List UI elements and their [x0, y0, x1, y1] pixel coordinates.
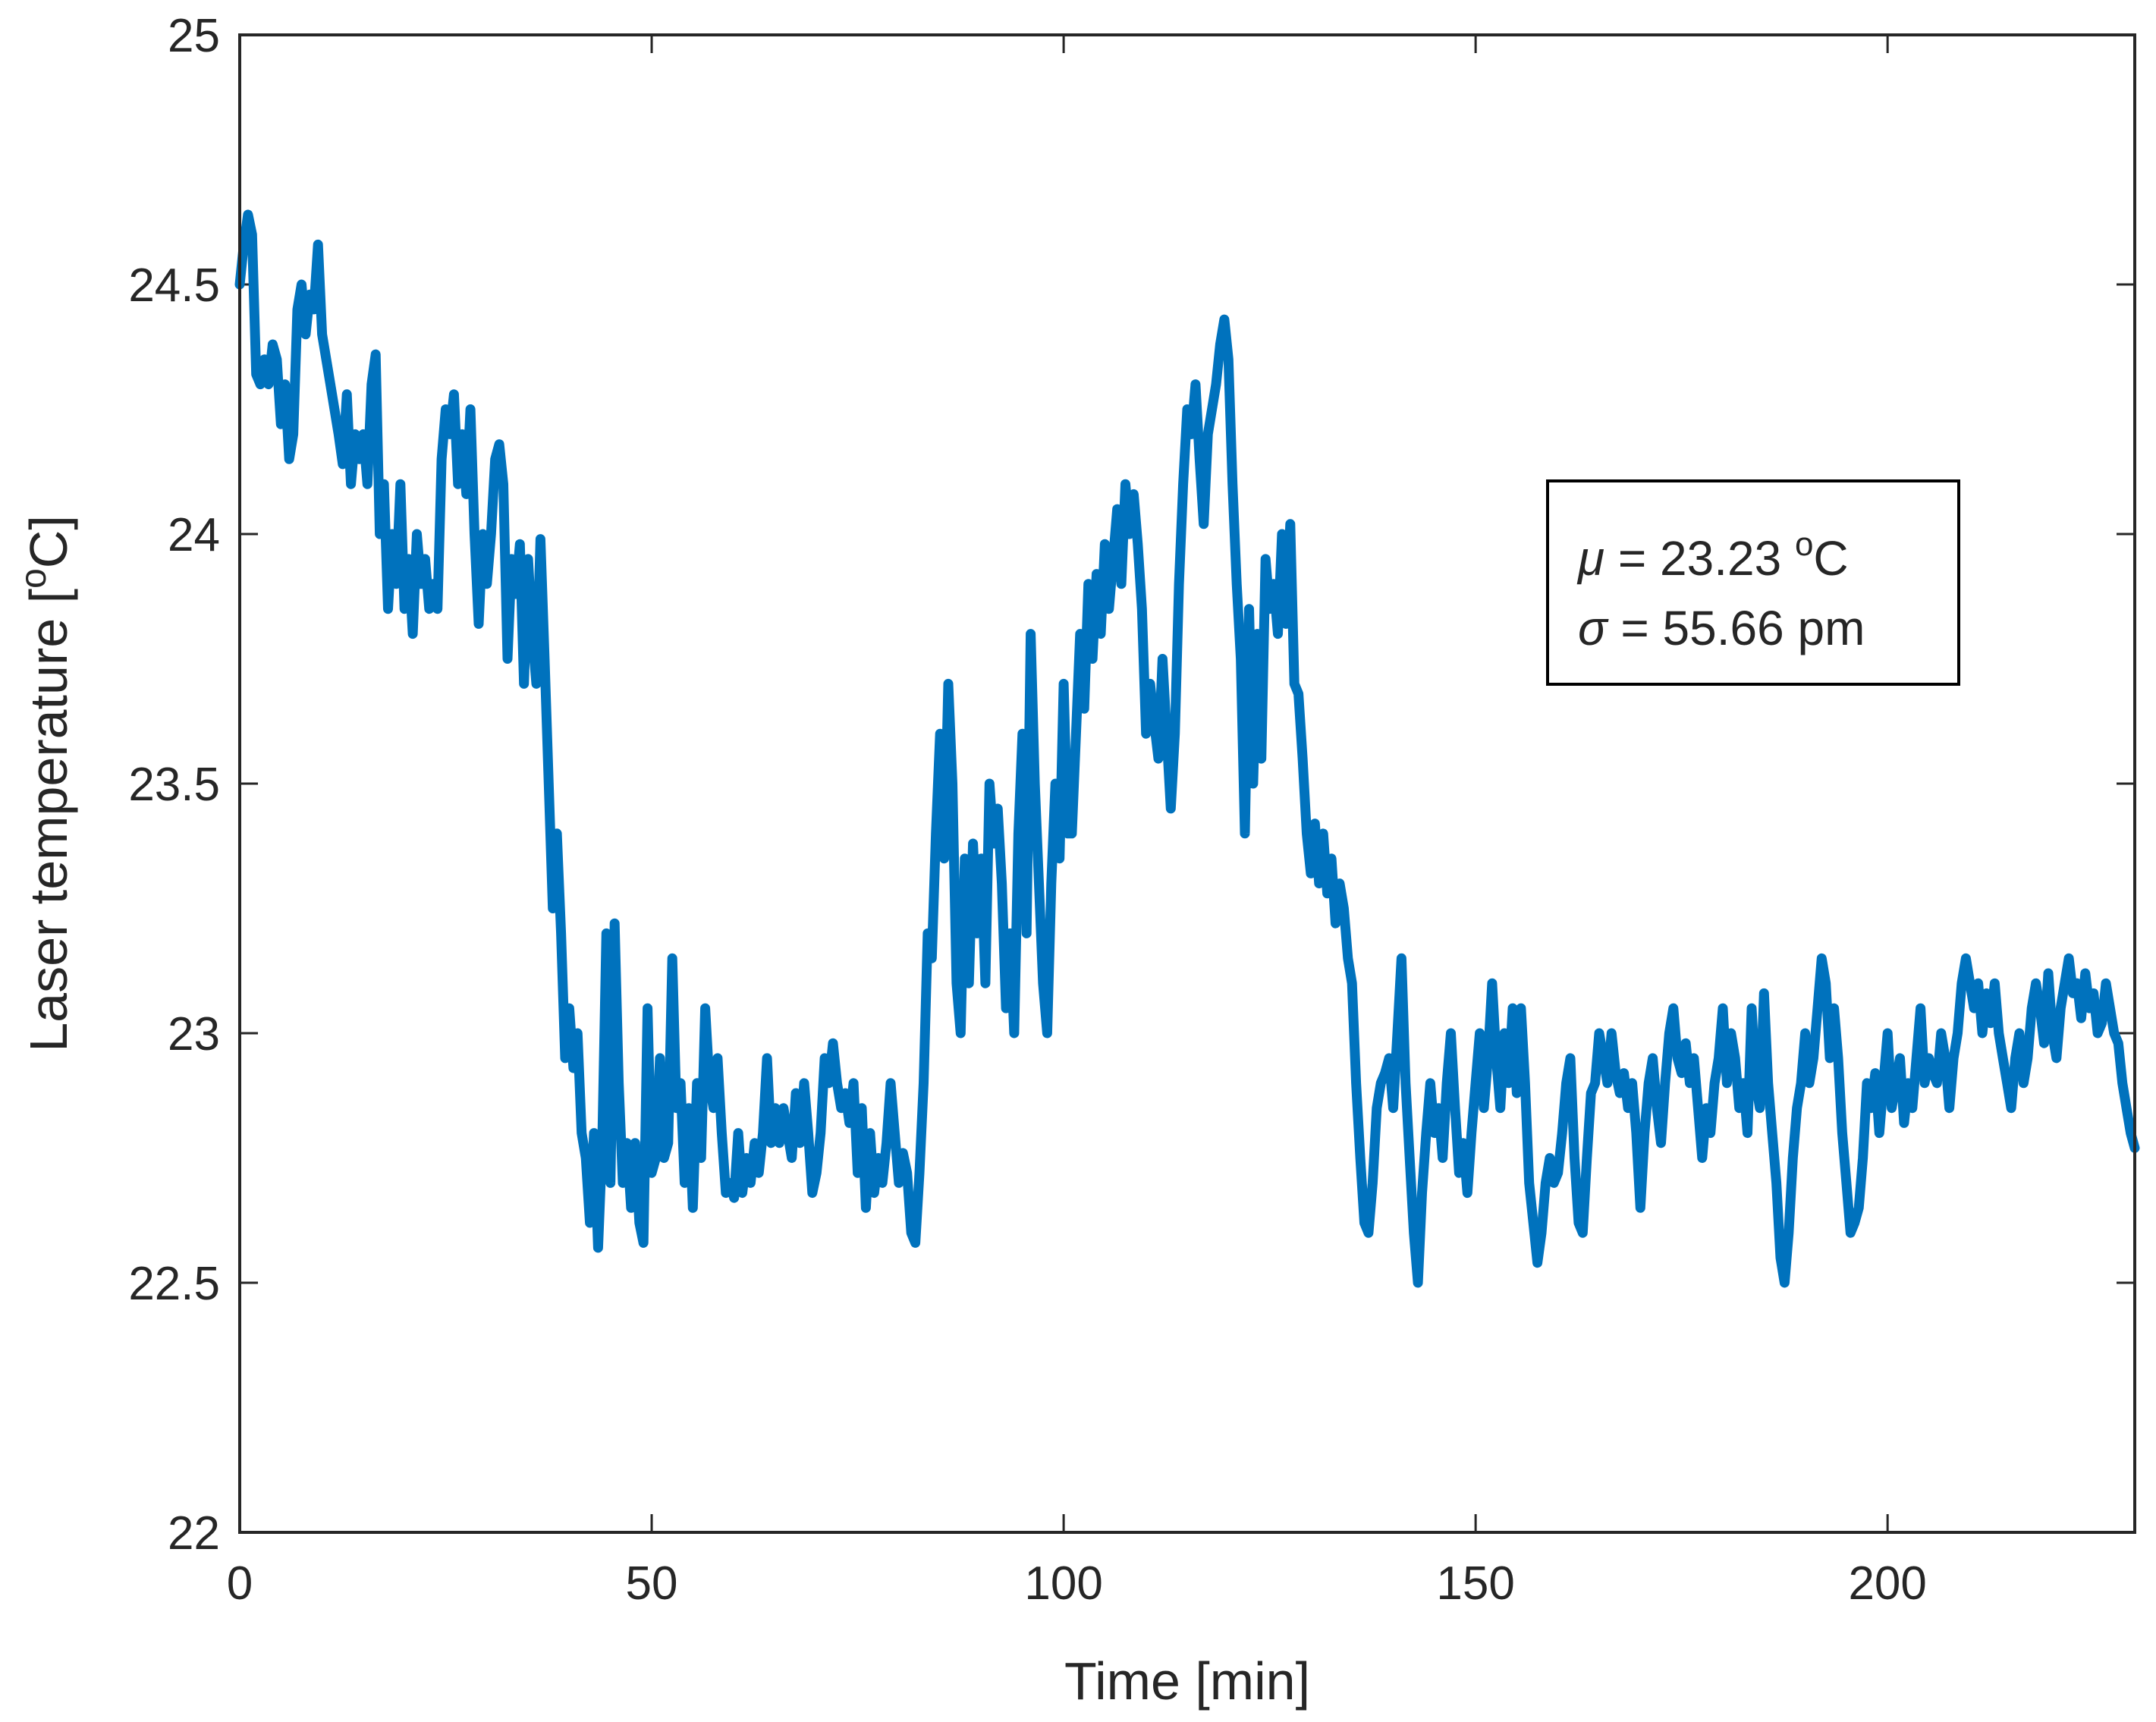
- y-tick-label: 23: [168, 1008, 220, 1061]
- series-layer: [234, 209, 2140, 1288]
- stats-annotation-box: μ = 23.23 oC σ = 55.66 pm: [1546, 479, 1960, 686]
- plot-area: [240, 35, 2135, 1532]
- mu-value: = 23.23: [1604, 531, 1795, 586]
- y-tick-label: 22: [168, 1507, 220, 1560]
- mu-unit: C: [1813, 531, 1848, 586]
- mu-symbol: μ: [1576, 531, 1604, 586]
- annotation-mu-line: μ = 23.23 oC: [1576, 526, 1849, 586]
- x-tick-label: 0: [227, 1557, 253, 1610]
- sigma-symbol: σ: [1578, 601, 1609, 655]
- y-tick-label: 25: [168, 10, 220, 62]
- x-tick-label: 100: [1024, 1557, 1102, 1610]
- x-tick-label: 200: [1848, 1557, 1926, 1610]
- mu-degree: o: [1795, 526, 1813, 563]
- plot-frame: [238, 33, 2136, 1534]
- y-axis-label-main: Laser temperature [: [19, 589, 78, 1052]
- y-tick-label: 23.5: [128, 759, 220, 811]
- y-tick-label: 24: [168, 509, 220, 561]
- y-axis-label-degree: o: [14, 568, 54, 589]
- y-axis-label-unit: C]: [19, 515, 78, 568]
- x-tick-label: 150: [1436, 1557, 1514, 1610]
- y-tick-label: 22.5: [128, 1258, 220, 1310]
- axis-tick-labels: 0 50 100 150 200 22 22.5 23 23.5 24 24.5 25: [128, 10, 1927, 1610]
- sigma-value: = 55.66 pm: [1608, 601, 1865, 655]
- x-tick-label: 50: [626, 1557, 678, 1610]
- annotation-sigma-line: σ = 55.66 pm: [1578, 601, 1865, 655]
- series-line-laser-temperature: [234, 209, 2140, 1288]
- y-axis-label: Laser temperature [oC]: [14, 515, 78, 1052]
- x-axis-label: Time [min]: [1064, 1651, 1310, 1711]
- y-tick-label: 24.5: [128, 259, 220, 312]
- annotation-frame: [1546, 479, 1960, 686]
